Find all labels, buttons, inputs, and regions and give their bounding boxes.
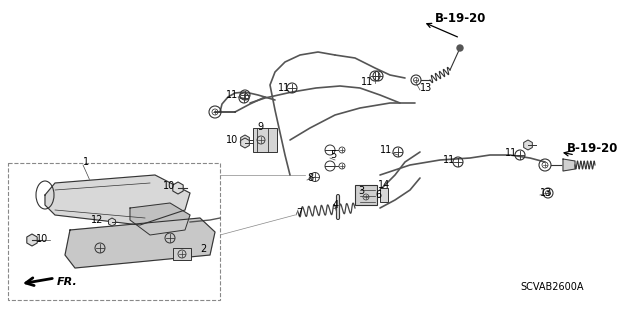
Text: SCVAB2600A: SCVAB2600A	[520, 282, 584, 292]
Text: 11: 11	[278, 83, 290, 93]
Text: 14: 14	[378, 180, 390, 190]
Text: 2: 2	[200, 244, 206, 254]
Polygon shape	[563, 159, 575, 171]
Text: 10: 10	[36, 234, 48, 244]
Text: 7: 7	[296, 208, 302, 218]
Polygon shape	[524, 140, 532, 150]
Text: 11: 11	[226, 90, 238, 100]
Circle shape	[457, 45, 463, 51]
Bar	[253, 128, 277, 152]
Polygon shape	[130, 203, 190, 235]
Polygon shape	[109, 218, 115, 226]
Text: 10: 10	[163, 181, 175, 191]
Text: B-19-20: B-19-20	[435, 11, 486, 25]
Text: 11: 11	[361, 77, 373, 87]
Text: 11: 11	[380, 145, 392, 155]
Text: 6: 6	[375, 190, 381, 200]
Text: 3: 3	[358, 186, 364, 196]
Text: 10: 10	[226, 135, 238, 145]
Bar	[355, 185, 377, 205]
Text: 5: 5	[330, 150, 336, 160]
Text: 4: 4	[333, 200, 339, 210]
Text: B-19-20: B-19-20	[567, 142, 618, 154]
Text: 11: 11	[443, 155, 455, 165]
Text: FR.: FR.	[57, 277, 77, 287]
Text: 8: 8	[307, 173, 313, 183]
Text: 13: 13	[420, 83, 432, 93]
Polygon shape	[241, 138, 250, 148]
Polygon shape	[27, 234, 37, 246]
Text: 13: 13	[540, 188, 552, 198]
Bar	[8, 163, 220, 300]
Bar	[173, 248, 191, 260]
Text: 9: 9	[257, 122, 263, 132]
Polygon shape	[65, 218, 215, 268]
Text: 1: 1	[83, 157, 89, 167]
Polygon shape	[173, 182, 183, 194]
Polygon shape	[241, 135, 250, 145]
Bar	[380, 188, 388, 202]
Text: 11: 11	[505, 148, 517, 158]
Text: 12: 12	[91, 215, 103, 225]
Polygon shape	[45, 175, 190, 225]
